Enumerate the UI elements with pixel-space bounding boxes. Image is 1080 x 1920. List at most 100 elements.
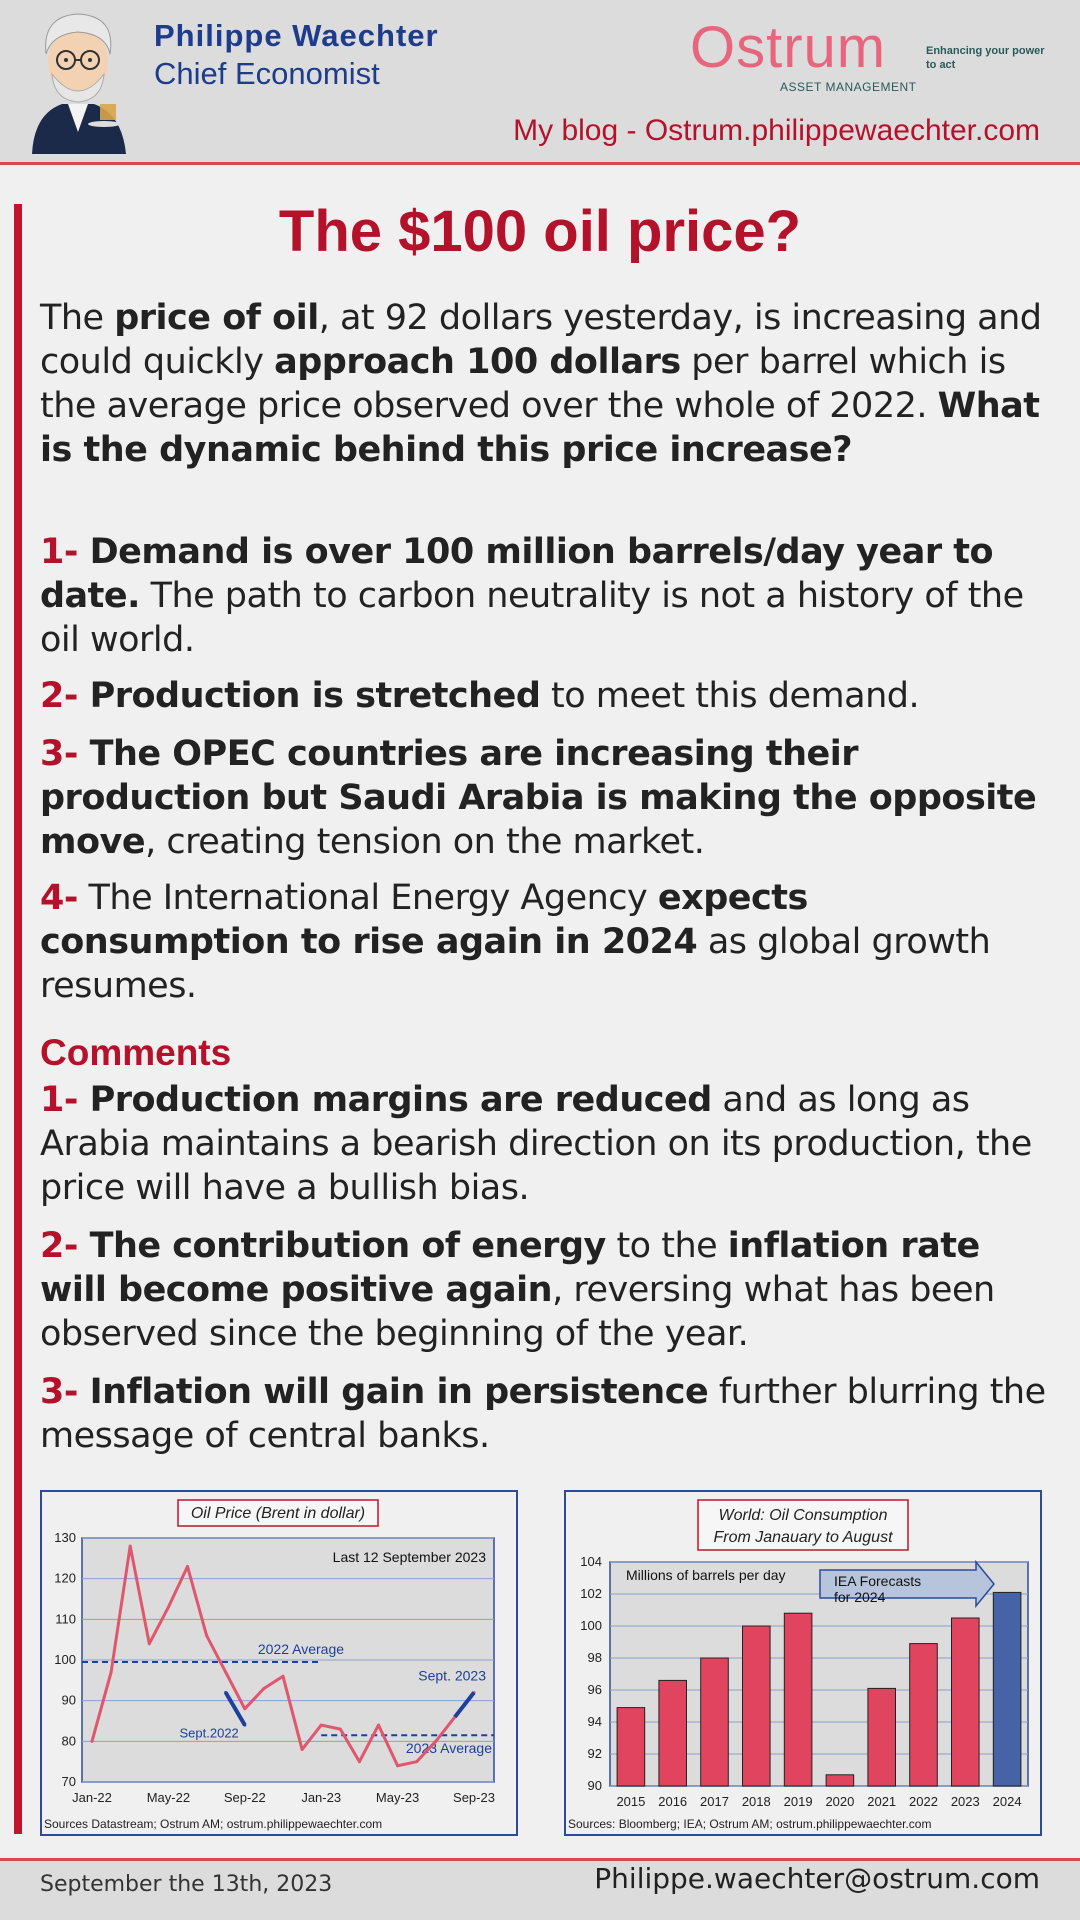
- y-tick-label: 100: [580, 1618, 602, 1633]
- data-point: [434, 1739, 438, 1743]
- oil-consumption-chart-svg: 90 92 94 96 98 100 102 104 World: Oil Consumptio…: [568, 1499, 1029, 1831]
- author-email[interactable]: Philippe.waechter@ostrum.com: [594, 1862, 1040, 1895]
- point-3-text: , creating tension on the market.: [145, 822, 705, 862]
- point-1-number: 1-: [40, 532, 78, 572]
- data-point: [243, 1707, 247, 1711]
- point-1: 1- Demand is over 100 million barrels/da…: [40, 530, 1050, 662]
- bar-2024: [992, 1591, 1022, 1787]
- y-tick-label: 94: [588, 1714, 602, 1729]
- chart-source: Sources Datastream; Ostrum AM; ostrum.ph…: [44, 1817, 382, 1831]
- comment-1-text: and as long as Arabia maintains a bearis…: [40, 1080, 1032, 1208]
- bar-2022: [909, 1643, 938, 1787]
- x-tick-label: 2019: [784, 1794, 813, 1809]
- chart-title-line-2: From Janauary to August: [713, 1529, 893, 1546]
- data-point: [147, 1642, 151, 1646]
- comment-3-text: further blurring the message of central …: [40, 1372, 1046, 1456]
- comment-3-number: 3-: [40, 1372, 78, 1412]
- x-tick-label: 2015: [616, 1794, 645, 1809]
- comment-3: 3- Inflation will gain in persistence fu…: [40, 1370, 1050, 1458]
- data-point: [300, 1747, 304, 1751]
- publication-date: September the 13th, 2023: [40, 1872, 333, 1897]
- data-point: [319, 1723, 323, 1727]
- point-3-number: 3-: [40, 734, 78, 774]
- comment-2-text-1: to the: [605, 1226, 728, 1266]
- x-tick-label: Jan-23: [301, 1790, 341, 1805]
- x-tick-label: Jan-22: [72, 1790, 112, 1805]
- sept-2023-highlight-line: [453, 1691, 476, 1719]
- oil-consumption-chart: 90 92 94 96 98 100 102 104 World: Oil Consumptio…: [564, 1490, 1042, 1836]
- data-point: [338, 1727, 342, 1731]
- bar-2023: [951, 1617, 980, 1787]
- x-tick-label: 2020: [825, 1794, 854, 1809]
- intro-bold-3: What is the dynamic behind this price in…: [40, 386, 1040, 470]
- y-tick-label: 100: [54, 1652, 76, 1667]
- data-point: [224, 1691, 228, 1695]
- data-point: [186, 1564, 189, 1568]
- bar-2018: [742, 1625, 771, 1787]
- data-point: [396, 1764, 400, 1768]
- header-divider: [0, 162, 1080, 165]
- point-2: 2- Production is stretched to meet this …: [40, 674, 1050, 718]
- point-4: 4- The International Energy Agency expec…: [40, 876, 1050, 1008]
- point-4-text-lead: The International Energy Agency: [77, 878, 658, 918]
- data-point: [109, 1670, 113, 1674]
- point-2-text: to meet this demand.: [540, 676, 920, 716]
- comment-2-number: 2-: [40, 1226, 78, 1266]
- x-tick-label: 2017: [700, 1794, 729, 1809]
- oil-price-chart-svg: 70 80 90 100 110 120 130 Jan-22 May-22 Sep-22 Jan-…: [44, 1499, 495, 1831]
- ostrum-tagline: Enhancing your power to act: [926, 45, 1045, 71]
- intro-bold-1: price of oil: [114, 298, 319, 338]
- economist-avatar: [32, 13, 126, 154]
- sept-2022-highlight-line: [223, 1691, 247, 1727]
- y-tick-label: 104: [580, 1554, 602, 1569]
- x-tick-label: May-23: [376, 1790, 419, 1805]
- title-box: [177, 1499, 379, 1527]
- page-title: The $100 oil price?: [278, 199, 802, 264]
- annotation-sept-2022: Sept.2022: [180, 1725, 239, 1740]
- comment-2-text-2: , reversing what has been observed since…: [40, 1270, 995, 1354]
- reference-label-2023: 2023 Average: [406, 1740, 492, 1756]
- bar-2015: [616, 1707, 646, 1787]
- y-tick-label: 92: [588, 1746, 602, 1761]
- y-tick-label: 96: [588, 1682, 602, 1697]
- left-accent-bar: [14, 204, 22, 1834]
- data-point: [90, 1739, 94, 1743]
- chart-title: Oil Price (Brent in dollar): [191, 1505, 365, 1522]
- point-1-bold: Demand is over 100 million barrels/day y…: [40, 532, 994, 616]
- bar-2019: [783, 1612, 813, 1787]
- data-point: [205, 1634, 209, 1638]
- oil-price-chart: 70 80 90 100 110 120 130 Jan-22 May-22 Sep-22 Jan-…: [40, 1490, 518, 1836]
- data-point: [281, 1674, 285, 1678]
- comment-1: 1- Production margins are reduced and as…: [40, 1078, 1050, 1210]
- y-axis-label: Millions of barrels per day: [626, 1567, 786, 1583]
- bar-2021: [867, 1687, 896, 1787]
- data-point: [224, 1670, 228, 1674]
- iea-forecast-arrow: [819, 1559, 995, 1609]
- bar-2020: [825, 1774, 855, 1787]
- comment-1-number: 1-: [40, 1080, 78, 1120]
- x-tick-label: May-22: [147, 1790, 190, 1805]
- y-tick-label: 102: [580, 1586, 602, 1601]
- chart-subtitle: Last 12 September 2023: [333, 1549, 487, 1565]
- y-tick-label: 70: [62, 1774, 76, 1789]
- data-point: [243, 1723, 247, 1727]
- x-tick-label: Sep-22: [224, 1790, 266, 1805]
- footer-divider: [0, 1858, 1080, 1861]
- ostrum-logo: Ostrum: [690, 15, 887, 80]
- y-tick-label: 130: [54, 1530, 76, 1545]
- x-tick-label: Sep-23: [453, 1790, 495, 1805]
- y-tick-label: 98: [588, 1650, 602, 1665]
- data-point: [415, 1760, 419, 1764]
- y-tick-label: 80: [62, 1733, 76, 1748]
- point-4-bold: expects consumption to rise again in 202…: [40, 878, 808, 962]
- author-role: Chief Economist: [154, 56, 380, 91]
- y-tick-label: 90: [62, 1693, 76, 1708]
- comments-heading: Comments: [40, 1032, 232, 1073]
- point-1-text: The path to carbon neutrality is not a h…: [40, 576, 1024, 660]
- comment-2-bold-2: inflation rate will become positive agai…: [40, 1226, 980, 1310]
- x-tick-label: 2022: [909, 1794, 938, 1809]
- point-4-text: as global growth resumes.: [40, 922, 991, 1006]
- blog-link[interactable]: My blog - Ostrum.philippewaechter.com: [513, 114, 1040, 147]
- chart-title: World: Oil Consumption: [719, 1507, 888, 1524]
- comment-2-bold-1: The contribution of energy: [77, 1226, 607, 1266]
